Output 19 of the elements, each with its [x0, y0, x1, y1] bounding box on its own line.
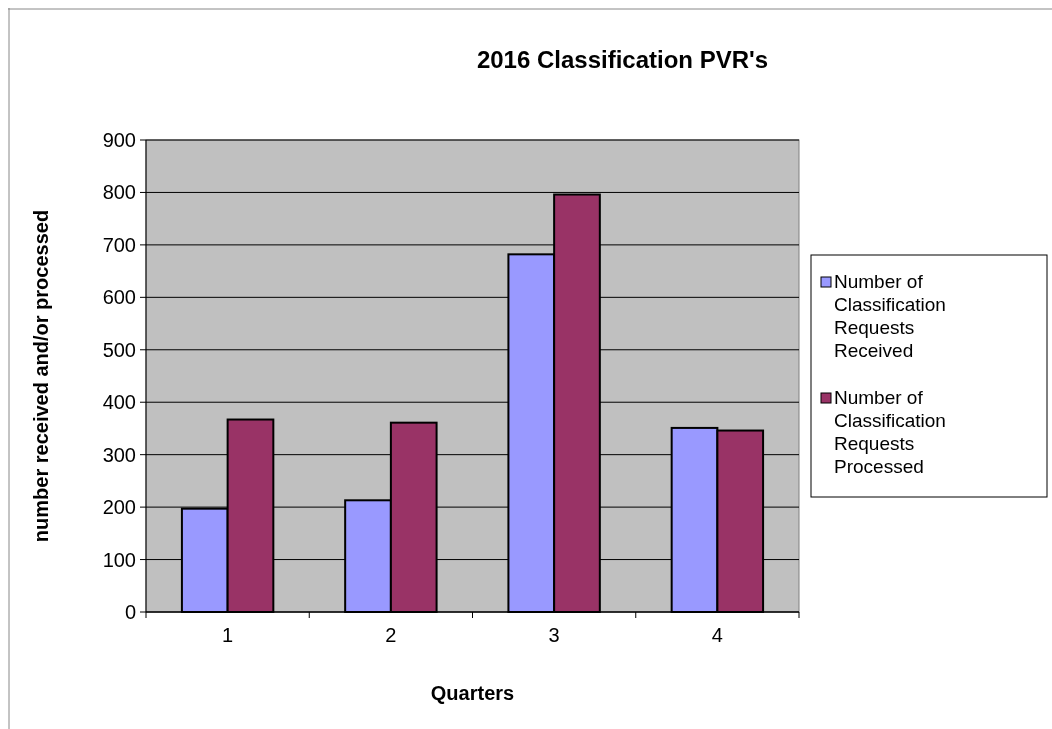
x-tick-label: 1: [222, 624, 234, 646]
y-tick-label: 200: [102, 496, 136, 519]
legend-label: Number of Classification Requests Processed: [834, 387, 946, 477]
y-tick-label: 400: [102, 391, 136, 414]
y-tick-label: 300: [102, 443, 136, 466]
y-tick-label: 800: [102, 181, 136, 204]
y-axis-title: number received and/or processed: [30, 209, 52, 543]
x-axis-title: Quarters: [430, 682, 515, 704]
chart-title: 2016 Classification PVR's: [476, 46, 769, 73]
legend-label: Number of Classification Requests Received: [834, 271, 946, 361]
y-tick-label: 0: [124, 601, 136, 623]
y-tick-label: 600: [102, 286, 136, 309]
y-tick-label: 100: [102, 548, 136, 571]
x-tick-label: 3: [548, 624, 560, 646]
x-tick-label: 4: [711, 624, 723, 646]
y-tick-label: 700: [102, 233, 136, 256]
x-tick-label: 2: [385, 624, 397, 646]
y-tick-label: 900: [102, 129, 136, 151]
y-tick-label: 500: [102, 338, 136, 361]
